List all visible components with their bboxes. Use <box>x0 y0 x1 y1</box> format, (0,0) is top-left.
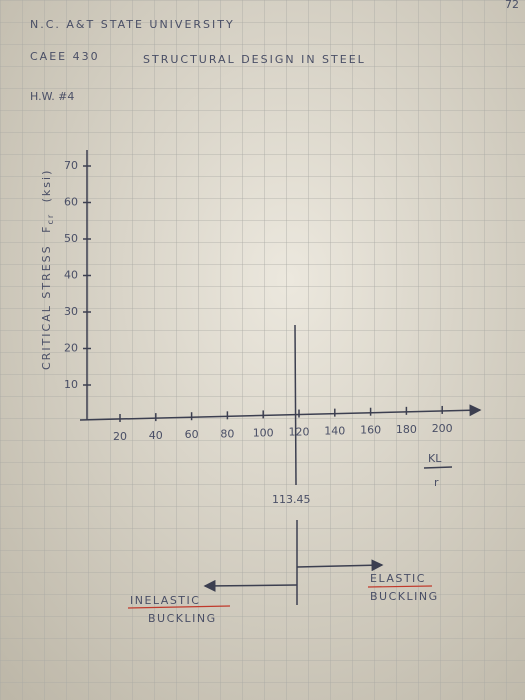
y-label-unit: (ksi) <box>40 169 53 203</box>
x-axis-label: r <box>434 476 439 489</box>
header-line: H.W. #4 <box>30 90 74 103</box>
underline <box>367 585 433 588</box>
x-tick-label: 20 <box>113 430 127 443</box>
x-tick-label: 160 <box>360 424 381 437</box>
header-line: STRUCTURAL DESIGN IN STEEL <box>143 53 366 66</box>
y-label-symbol: F <box>40 225 53 233</box>
y-tick-label: 30 <box>64 305 78 318</box>
region-label: INELASTIC <box>130 594 200 607</box>
x-tick-label: 200 <box>432 422 453 435</box>
x-tick-label: 100 <box>253 426 274 439</box>
x-tick-label: 60 <box>185 428 199 441</box>
underline <box>127 605 231 609</box>
header-line: N.C. A&T STATE UNIVERSITY <box>30 18 235 31</box>
y-tick-label: 60 <box>64 196 78 209</box>
arrow-right <box>296 559 384 572</box>
y-tick-label: 50 <box>64 232 78 245</box>
header-line: CAEE 430 <box>30 50 100 63</box>
x-axis-label: KL <box>428 452 442 465</box>
y-tick-label: 20 <box>64 342 78 355</box>
region-label: BUCKLING <box>370 590 439 603</box>
y-label-subscript: cr <box>46 213 55 225</box>
y-label-text: CRITICAL STRESS <box>40 244 53 370</box>
x-axis <box>79 404 482 421</box>
y-axis-label: CRITICAL STRESS Fcr (ksi) <box>40 169 56 370</box>
y-tick-label: 10 <box>64 378 78 391</box>
page-number: 72 <box>505 0 519 11</box>
y-tick-label: 70 <box>64 159 78 172</box>
ticks: 10 20 30 40 50 60 70 20 40 60 80 100 120 140 160 180 200 <box>64 159 453 443</box>
region-label: BUCKLING <box>148 612 217 625</box>
x-tick-label: 120 <box>289 426 310 439</box>
fraction-bar <box>423 466 453 469</box>
x-tick-label: 40 <box>149 429 163 442</box>
x-tick-label: 140 <box>324 425 345 438</box>
region-label: ELASTIC <box>370 572 426 585</box>
x-tick-label: 180 <box>396 423 417 436</box>
y-tick-label: 40 <box>64 269 78 282</box>
limit-line <box>294 324 297 486</box>
limit-label: 113.45 <box>272 493 311 506</box>
arrow-left <box>203 579 298 592</box>
x-tick-label: 80 <box>220 427 234 440</box>
